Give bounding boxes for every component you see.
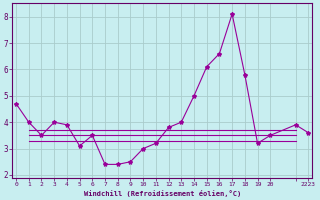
X-axis label: Windchill (Refroidissement éolien,°C): Windchill (Refroidissement éolien,°C): [84, 190, 241, 197]
